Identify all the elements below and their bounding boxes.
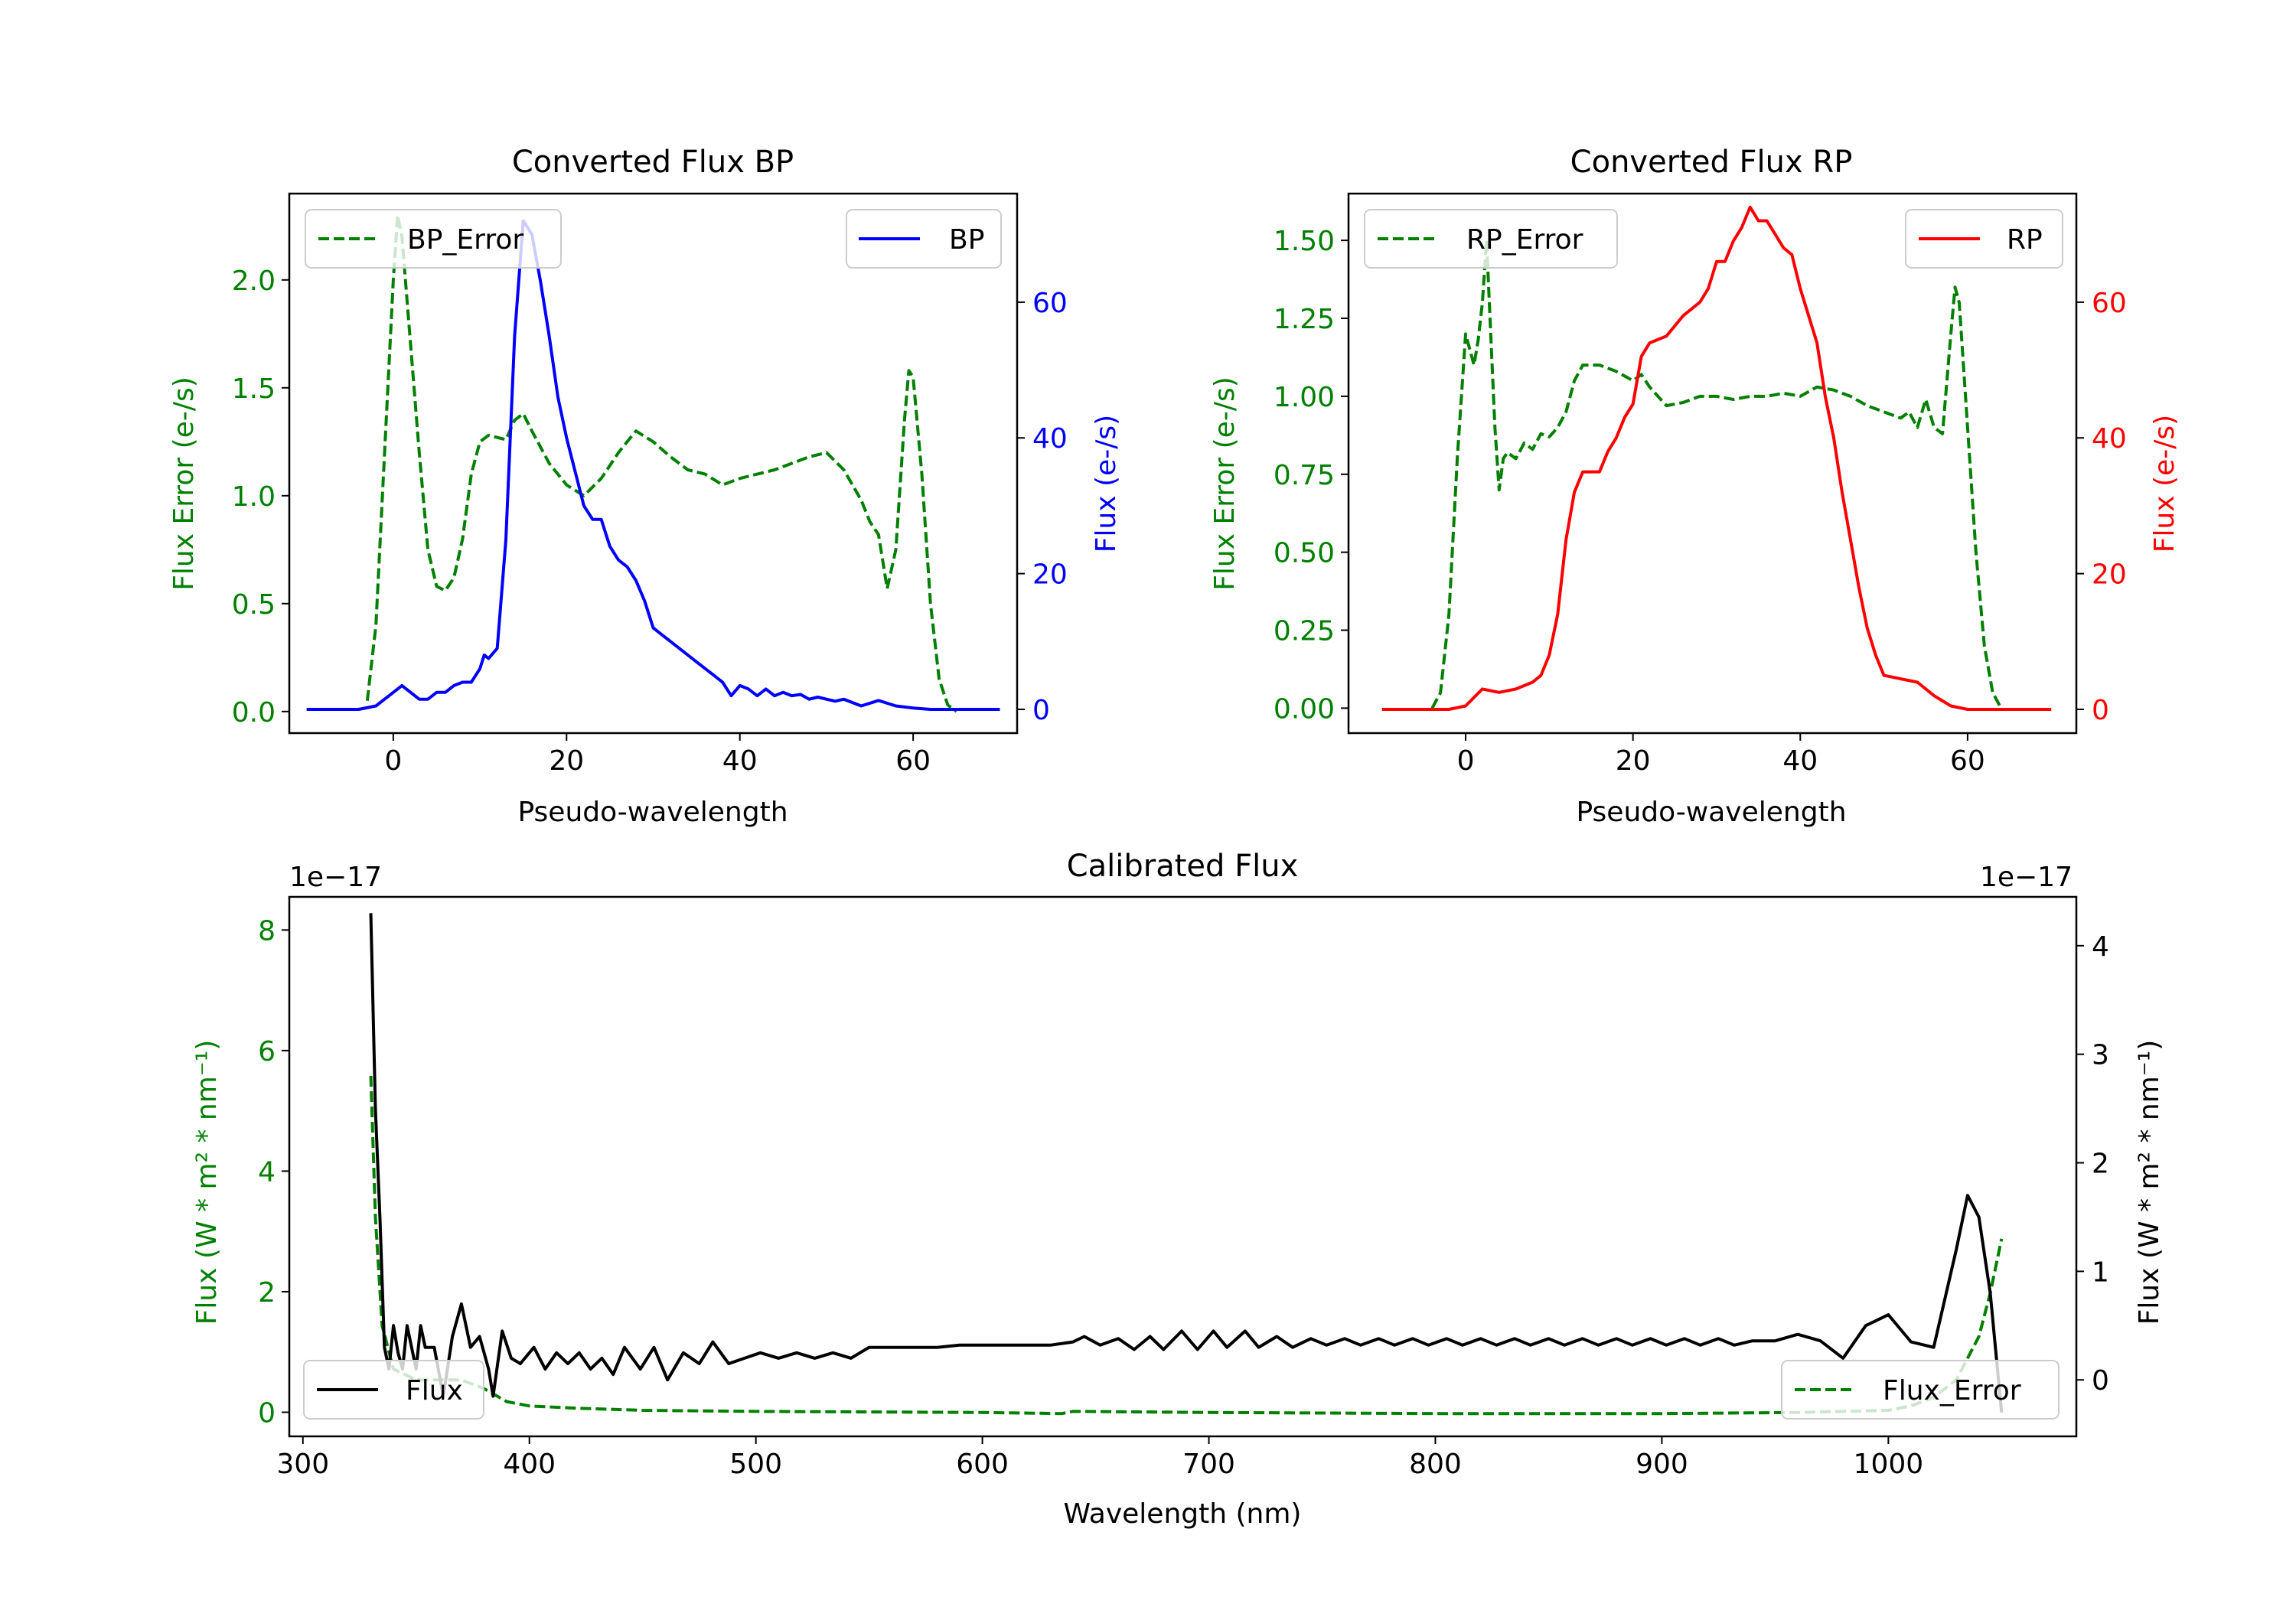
x-tick-label: 60 <box>1950 745 1985 777</box>
x-tick-label: 0 <box>384 745 402 777</box>
left-axis-label: Flux (W * m² * nm⁻¹) <box>191 1040 223 1325</box>
chart-title: Converted Flux BP <box>512 145 794 180</box>
right-y-tick-label: 40 <box>2092 423 2127 455</box>
legend-box <box>1364 209 1618 269</box>
right-y-tick-label: 0 <box>2092 695 2109 726</box>
x-tick-label: 20 <box>549 745 584 777</box>
series-line-flux <box>369 913 2004 1413</box>
series-line-rp <box>1381 205 2052 711</box>
legend-entry: Flux <box>406 1375 463 1407</box>
x-tick-label: 1000 <box>1854 1449 1924 1480</box>
x-tick-label: 0 <box>1457 745 1475 777</box>
right-y-tick-label: 40 <box>1032 423 1068 455</box>
x-tick-label: 20 <box>1616 745 1651 777</box>
subplot-converted-flux-rp: Converted Flux RP 0 20 40 60 0.00 0.25 0.50 0.7… <box>1209 145 2180 828</box>
x-tick-label: 900 <box>1636 1449 1688 1480</box>
legend-box <box>1781 1360 2060 1420</box>
left-axis-offset: 1e−17 <box>289 862 382 893</box>
legend-entry: Flux_Error <box>1883 1375 2021 1407</box>
right-axis-offset: 1e−17 <box>1980 862 2073 893</box>
legend-right: Flux_Error <box>1781 1360 2060 1420</box>
axes-frame <box>288 895 2078 1438</box>
legend-entry: RP_Error <box>1466 224 1583 256</box>
x-tick-label: 500 <box>729 1449 782 1480</box>
chart-title: Converted Flux RP <box>1570 145 1853 180</box>
subplot-converted-flux-bp: Converted Flux BP 0 20 40 60 0.0 0.5 1.0 1.5 2.0… <box>168 145 1122 828</box>
right-axis-label: Flux (e-/s) <box>1091 415 1122 553</box>
left-y-tick-label: 8 <box>258 915 276 947</box>
right-y-tick-label: 0 <box>2092 1365 2109 1397</box>
left-y-tick-label: 1.25 <box>1274 304 1335 335</box>
x-axis-label: Pseudo-wavelength <box>1576 797 1846 828</box>
left-y-tick-label: 0.50 <box>1274 538 1335 569</box>
left-y-tick-label: 0.00 <box>1274 693 1335 725</box>
legend-left: BP_Error <box>305 209 562 269</box>
right-y-tick-label: 20 <box>1032 559 1068 591</box>
series-line-rp-error <box>1430 239 2003 709</box>
legend-box <box>846 209 1002 269</box>
x-tick-label: 800 <box>1409 1449 1462 1480</box>
x-tick-label: 40 <box>1782 745 1818 777</box>
left-y-tick-label: 0.25 <box>1274 616 1335 647</box>
right-y-tick-label: 3 <box>2092 1040 2109 1071</box>
right-axis-label: Flux (e-/s) <box>2149 415 2180 553</box>
legend-left: RP_Error <box>1364 209 1618 269</box>
left-y-tick-label: 1.0 <box>232 481 276 513</box>
x-tick-label: 40 <box>722 745 758 777</box>
x-tick-label: 60 <box>895 745 931 777</box>
subplot-calibrated-flux: Calibrated Flux 1e−17 1e−17 300 400 500 600… <box>191 849 2165 1530</box>
plot-area: 0 20 40 60 0.00 0.25 0.50 0.75 1.00 1.25 1.50 0 20 40… <box>1274 192 2127 777</box>
right-y-tick-label: 20 <box>2092 559 2127 591</box>
legend-entry: RP <box>2007 224 2043 256</box>
x-axis-label: Wavelength (nm) <box>1064 1498 1302 1530</box>
legend-box <box>1905 209 2063 269</box>
legend-right: RP <box>1905 209 2063 269</box>
legend-entry: BP_Error <box>407 224 523 256</box>
left-axis-label: Flux Error (e-/s) <box>168 376 200 591</box>
left-y-tick-label: 4 <box>258 1156 276 1188</box>
left-axis-label: Flux Error (e-/s) <box>1209 376 1241 591</box>
left-y-tick-label: 6 <box>258 1036 276 1068</box>
x-tick-label: 300 <box>276 1449 329 1480</box>
right-axis-label: Flux (W * m² * nm⁻¹) <box>2134 1040 2165 1325</box>
chart-title: Calibrated Flux <box>1067 849 1299 884</box>
x-tick-label: 700 <box>1182 1449 1235 1480</box>
left-y-tick-label: 0.0 <box>232 697 276 729</box>
right-y-tick-label: 2 <box>2092 1149 2109 1180</box>
axes-frame <box>288 192 1019 735</box>
legend-box <box>305 209 562 269</box>
legend-box <box>303 1360 484 1420</box>
left-y-tick-label: 2.0 <box>232 266 276 297</box>
series-line-bp-error <box>365 214 957 713</box>
left-y-tick-label: 0 <box>258 1397 276 1429</box>
left-y-tick-label: 1.50 <box>1274 226 1335 257</box>
right-y-tick-label: 4 <box>2092 931 2109 963</box>
plot-area: 0 20 40 60 0.0 0.5 1.0 1.5 2.0 0 20 40 60 <box>232 192 1068 777</box>
axes-frame <box>1347 192 2078 735</box>
left-y-tick-label: 1.00 <box>1274 382 1335 413</box>
left-y-tick-label: 1.5 <box>232 373 276 405</box>
left-y-tick-label: 2 <box>258 1277 276 1309</box>
legend-entry: BP <box>949 224 984 256</box>
series-line-bp <box>306 219 1000 711</box>
legend-left: Flux <box>303 1360 484 1420</box>
left-y-tick-label: 0.5 <box>232 589 276 621</box>
x-axis-label: Pseudo-wavelength <box>517 797 788 828</box>
right-y-tick-label: 60 <box>1032 288 1068 319</box>
legend-right: BP <box>846 209 1002 269</box>
right-y-tick-label: 1 <box>2092 1257 2109 1288</box>
x-tick-label: 400 <box>503 1449 556 1480</box>
right-y-tick-label: 0 <box>1032 695 1050 726</box>
left-y-tick-label: 0.75 <box>1274 460 1335 491</box>
right-y-tick-label: 60 <box>2092 288 2127 319</box>
x-tick-label: 600 <box>956 1449 1009 1480</box>
